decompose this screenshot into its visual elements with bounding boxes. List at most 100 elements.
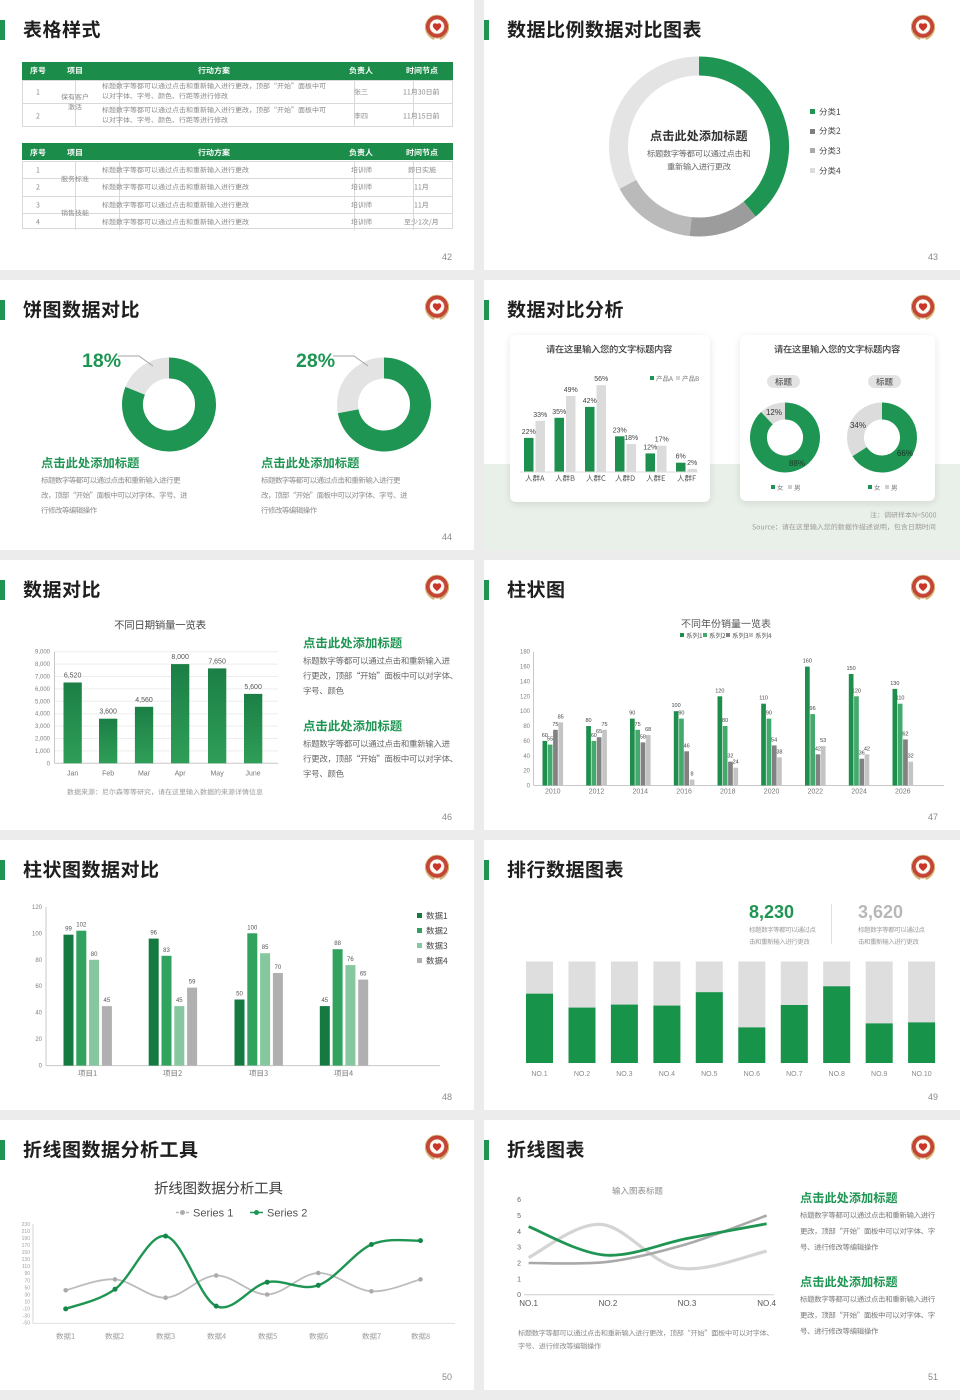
svg-text:100: 100	[32, 931, 43, 937]
svg-text:Apr: Apr	[175, 771, 187, 778]
svg-text:66%: 66%	[897, 449, 913, 458]
svg-text:50: 50	[24, 1285, 30, 1291]
svg-text:NO.10: NO.10	[911, 1071, 931, 1078]
svg-text:62: 62	[902, 731, 908, 737]
svg-text:100: 100	[520, 709, 531, 715]
svg-text:70: 70	[24, 1278, 30, 1284]
svg-text:85: 85	[558, 714, 564, 720]
svg-text:-10: -10	[23, 1306, 30, 1312]
svg-text:60: 60	[591, 733, 597, 739]
svg-text:NO.2: NO.2	[574, 1071, 590, 1078]
svg-text:3: 3	[517, 1245, 521, 1252]
svg-text:42: 42	[815, 746, 821, 752]
svg-text:8: 8	[690, 772, 693, 778]
svg-text:-30: -30	[23, 1314, 30, 1320]
svg-text:Feb: Feb	[102, 771, 114, 778]
svg-text:2014: 2014	[633, 789, 649, 796]
svg-text:NO.7: NO.7	[786, 1071, 802, 1078]
svg-text:110: 110	[759, 696, 768, 702]
svg-text:170: 170	[22, 1243, 31, 1249]
svg-text:30: 30	[24, 1292, 30, 1298]
svg-text:36: 36	[859, 751, 865, 757]
svg-text:88: 88	[334, 941, 341, 947]
svg-text:2026: 2026	[895, 789, 911, 796]
svg-text:45: 45	[104, 998, 111, 1004]
svg-text:75: 75	[552, 722, 558, 728]
svg-text:22%: 22%	[522, 429, 536, 436]
svg-text:150: 150	[847, 666, 856, 672]
svg-text:140: 140	[520, 679, 531, 685]
svg-text:6%: 6%	[676, 454, 686, 461]
svg-text:4,000: 4,000	[35, 712, 51, 718]
svg-text:90: 90	[629, 711, 635, 717]
svg-text:35%: 35%	[552, 409, 566, 416]
svg-text:2%: 2%	[687, 460, 697, 467]
svg-text:0: 0	[527, 784, 531, 790]
svg-text:NO.2: NO.2	[599, 1299, 618, 1308]
svg-text:110: 110	[896, 696, 905, 702]
svg-text:2016: 2016	[676, 789, 692, 796]
svg-text:NO.1: NO.1	[531, 1071, 547, 1078]
svg-text:June: June	[246, 771, 261, 778]
svg-text:120: 120	[715, 688, 724, 694]
svg-text:NO.4: NO.4	[757, 1299, 776, 1308]
svg-text:2022: 2022	[808, 789, 824, 796]
svg-text:17%: 17%	[655, 437, 669, 444]
svg-text:100: 100	[247, 925, 258, 931]
svg-text:130: 130	[22, 1257, 31, 1263]
svg-text:46: 46	[684, 743, 690, 749]
svg-text:20: 20	[35, 1037, 42, 1043]
svg-text:75: 75	[601, 722, 607, 728]
svg-text:24: 24	[733, 760, 739, 766]
svg-text:49%: 49%	[564, 387, 578, 394]
svg-text:6,520: 6,520	[64, 673, 82, 680]
svg-text:99: 99	[65, 927, 72, 933]
svg-text:NO.6: NO.6	[744, 1071, 760, 1078]
svg-text:42%: 42%	[583, 398, 597, 405]
svg-text:4,560: 4,560	[135, 697, 153, 704]
svg-text:120: 120	[520, 694, 531, 700]
svg-text:120: 120	[32, 905, 43, 911]
svg-text:90: 90	[678, 711, 684, 717]
svg-text:102: 102	[76, 923, 87, 929]
svg-text:80: 80	[91, 952, 98, 958]
svg-text:75: 75	[635, 722, 641, 728]
svg-text:65: 65	[360, 972, 367, 978]
svg-text:68: 68	[645, 727, 651, 733]
svg-text:2012: 2012	[589, 789, 605, 796]
svg-text:2020: 2020	[764, 789, 780, 796]
svg-text:53: 53	[820, 738, 826, 744]
svg-text:5,000: 5,000	[35, 699, 51, 705]
svg-text:210: 210	[22, 1229, 31, 1235]
svg-text:Series 1: Series 1	[193, 1208, 233, 1220]
svg-text:83: 83	[163, 948, 170, 954]
svg-text:85: 85	[262, 945, 269, 951]
svg-text:2,000: 2,000	[35, 737, 51, 743]
svg-text:45: 45	[321, 998, 328, 1004]
svg-text:32: 32	[727, 754, 733, 760]
svg-text:38: 38	[776, 749, 782, 755]
svg-text:55: 55	[547, 737, 553, 743]
svg-text:NO.4: NO.4	[659, 1071, 675, 1078]
svg-text:80: 80	[35, 958, 42, 964]
svg-text:7,000: 7,000	[35, 675, 51, 681]
svg-text:5: 5	[517, 1213, 521, 1220]
svg-text:40: 40	[523, 754, 530, 760]
svg-text:4: 4	[517, 1229, 521, 1236]
svg-text:Series 2: Series 2	[267, 1208, 307, 1220]
svg-text:42: 42	[864, 746, 870, 752]
svg-text:23%: 23%	[613, 427, 627, 434]
svg-text:Jan: Jan	[67, 771, 78, 778]
svg-text:76: 76	[347, 957, 354, 963]
svg-text:8,000: 8,000	[35, 662, 51, 668]
svg-text:230: 230	[22, 1222, 31, 1228]
svg-text:180: 180	[520, 650, 531, 656]
svg-text:160: 160	[520, 665, 531, 671]
svg-text:50: 50	[236, 992, 243, 998]
svg-text:2018: 2018	[720, 789, 736, 796]
svg-text:59: 59	[189, 980, 196, 986]
svg-text:NO.3: NO.3	[678, 1299, 697, 1308]
svg-text:8,000: 8,000	[171, 654, 189, 661]
svg-text:9,000: 9,000	[35, 650, 51, 656]
svg-text:May: May	[210, 771, 224, 778]
